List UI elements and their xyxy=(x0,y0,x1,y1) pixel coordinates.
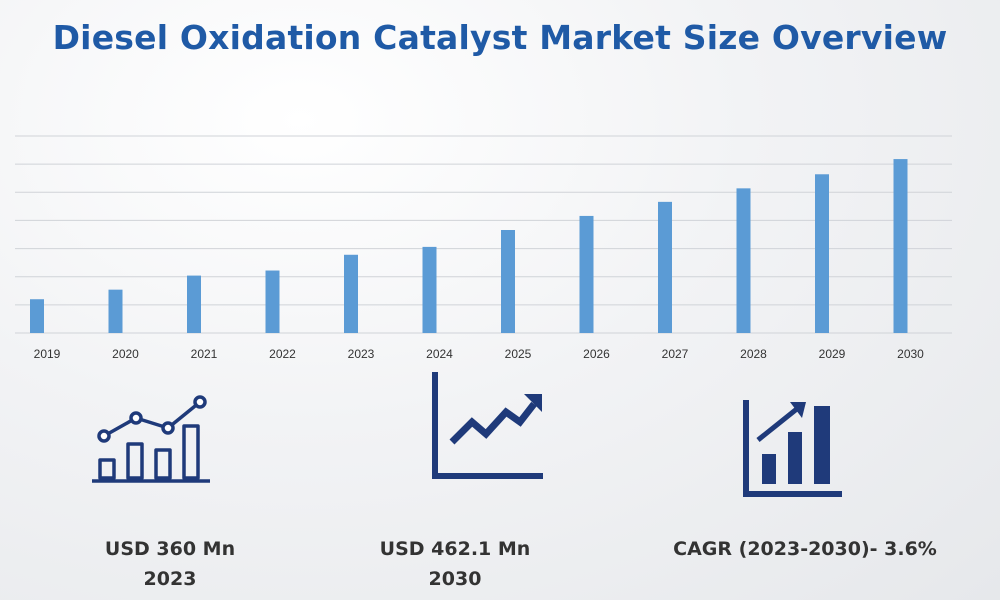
stat-2023-value: USD 360 Mn 2023 xyxy=(70,534,270,594)
zigzag-growth-icon xyxy=(432,372,543,479)
bar-2030 xyxy=(893,159,908,333)
x-tick-2022: 2022 xyxy=(269,347,296,361)
bar-2019 xyxy=(30,299,44,333)
bar-2022 xyxy=(265,270,280,333)
x-tick-2028: 2028 xyxy=(740,347,767,361)
stat-2030-value: USD 462.1 Mn 2030 xyxy=(355,534,555,594)
bar-2023 xyxy=(344,254,358,333)
bar-chart-trend-icon xyxy=(92,395,210,483)
x-tick-2025: 2025 xyxy=(505,347,532,361)
bar-2027 xyxy=(658,201,672,333)
x-tick-2020: 2020 xyxy=(112,347,139,361)
x-tick-2029: 2029 xyxy=(819,347,846,361)
x-tick-2023: 2023 xyxy=(348,347,375,361)
bar-2025 xyxy=(501,229,515,333)
chart-x-ticks: 2019 2020 2021 2022 2023 2024 2025 2026 2027 2028… xyxy=(34,347,925,361)
x-tick-2021: 2021 xyxy=(191,347,218,361)
bar-2026 xyxy=(579,215,594,333)
stat-2030-amount: USD 462.1 Mn xyxy=(379,538,531,560)
x-tick-2019: 2019 xyxy=(34,347,61,361)
chart-bars xyxy=(30,159,908,333)
bar-2021 xyxy=(187,275,201,333)
stat-2023-amount: USD 360 Mn xyxy=(104,538,236,560)
x-tick-2027: 2027 xyxy=(662,347,689,361)
bar-2029 xyxy=(815,174,829,333)
growth-bars-arrow-icon xyxy=(743,400,842,497)
x-tick-2030: 2030 xyxy=(897,347,924,361)
page-title: Diesel Oxidation Catalyst Market Size Ov… xyxy=(52,18,948,57)
stat-cagr-text: CAGR (2023-2030)- 3.6% xyxy=(673,538,937,560)
stat-2030-year: 2030 xyxy=(428,568,482,590)
bar-2020 xyxy=(108,289,123,333)
stat-cagr: CAGR (2023-2030)- 3.6% xyxy=(660,534,950,564)
bar-2028 xyxy=(736,188,751,333)
x-tick-2026: 2026 xyxy=(583,347,610,361)
chart-grid xyxy=(15,135,952,334)
stat-2023-year: 2023 xyxy=(143,568,197,590)
bar-2024 xyxy=(422,246,437,333)
market-size-bar-chart: 2019 2020 2021 2022 2023 2024 2025 2026 2027 2028… xyxy=(15,135,952,361)
x-tick-2024: 2024 xyxy=(426,347,453,361)
